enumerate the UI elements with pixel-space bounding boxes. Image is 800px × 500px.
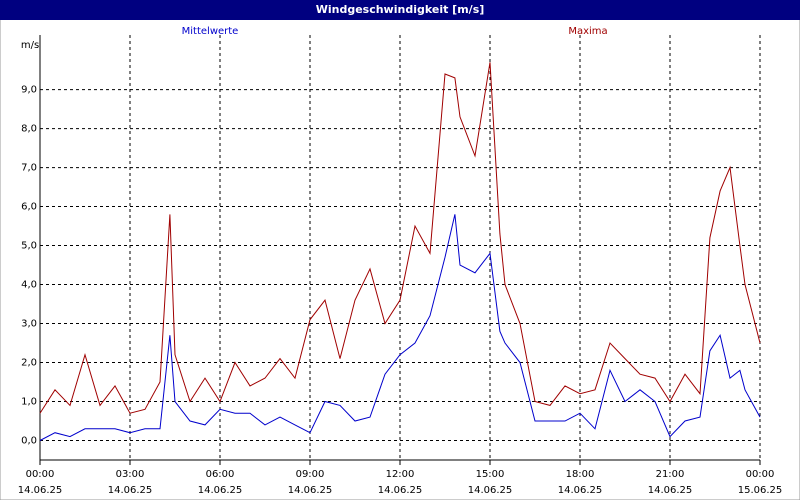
x-tick-label: 00:00 xyxy=(26,469,55,480)
x-tick-date: 14.06.25 xyxy=(648,485,693,496)
y-unit: m/s xyxy=(21,40,39,51)
x-tick-date: 14.06.25 xyxy=(108,485,153,496)
x-tick-label: 03:00 xyxy=(116,469,145,480)
legend-label: Mittelwerte xyxy=(182,26,239,37)
x-tick-date: 14.06.25 xyxy=(378,485,423,496)
chart-title: Windgeschwindigkeit [m/s] xyxy=(316,3,485,16)
x-tick-label: 15:00 xyxy=(476,469,505,480)
y-tick-label: 6,0 xyxy=(21,202,37,213)
x-tick-date: 14.06.25 xyxy=(558,485,603,496)
x-tick-label: 12:00 xyxy=(386,469,415,480)
y-tick-label: 5,0 xyxy=(21,241,37,252)
y-tick-label: 1,0 xyxy=(21,397,37,408)
x-tick-date: 15.06.25 xyxy=(738,485,783,496)
series-line xyxy=(39,62,761,414)
x-tick-date: 14.06.25 xyxy=(288,485,333,496)
y-tick-label: 2,0 xyxy=(21,358,37,369)
x-tick-label: 06:00 xyxy=(206,469,235,480)
legend-label: Maxima xyxy=(568,26,607,37)
series-line xyxy=(39,214,761,441)
x-tick-date: 14.06.25 xyxy=(18,485,63,496)
x-tick-label: 00:00 xyxy=(746,469,775,480)
y-tick-label: 0,0 xyxy=(21,436,37,447)
x-tick-date: 14.06.25 xyxy=(468,485,513,496)
x-tick-label: 18:00 xyxy=(566,469,595,480)
x-tick-label: 21:00 xyxy=(656,469,685,480)
y-tick-label: 4,0 xyxy=(21,280,37,291)
y-tick-label: 7,0 xyxy=(21,163,37,174)
x-tick-date: 14.06.25 xyxy=(198,485,243,496)
y-tick-label: 9,0 xyxy=(21,85,37,96)
y-tick-label: 8,0 xyxy=(21,124,37,135)
y-tick-label: 3,0 xyxy=(21,319,37,330)
title-bar xyxy=(0,0,800,20)
x-tick-label: 09:00 xyxy=(296,469,325,480)
